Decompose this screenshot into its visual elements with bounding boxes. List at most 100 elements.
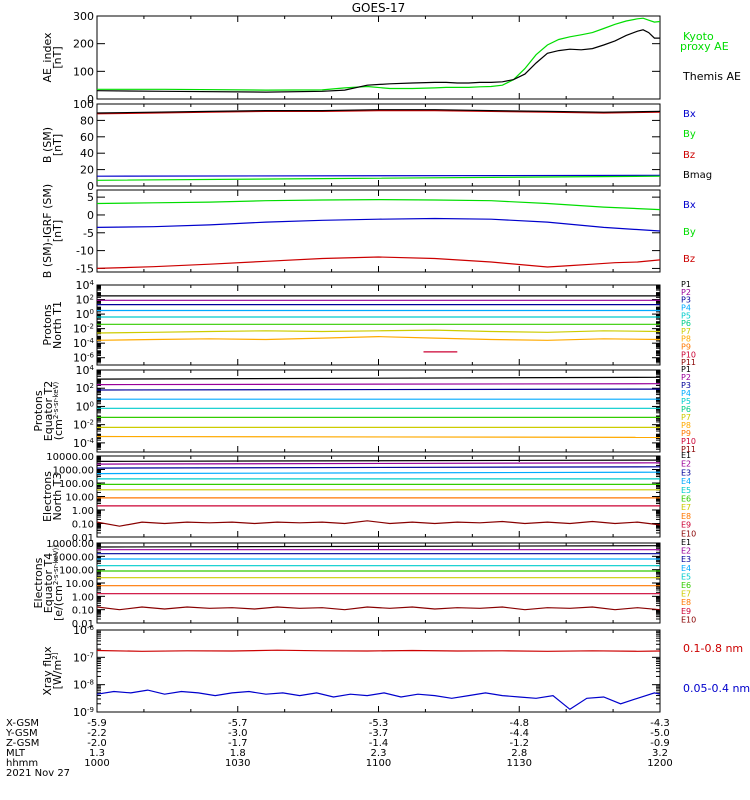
panel-frame [96, 284, 661, 366]
legend-entry: E2 [681, 460, 691, 469]
footer-value: -3.7 [369, 728, 389, 739]
series-bz [97, 256, 660, 269]
y-tick-label: -15 [76, 262, 94, 275]
series-p2 [97, 383, 660, 386]
y-axis-label: [W/m2] [51, 652, 64, 689]
legend-entry: proxy AE [680, 40, 729, 53]
y-tick-label: 104 [76, 364, 95, 377]
y-axis-label: Electrons [32, 557, 45, 608]
panel-en: 10000.00 1000.00 100.00 10.00 1.00 0.10 0.01 El… [41, 451, 696, 544]
y-axis-label: North T3 [51, 473, 64, 521]
series-p8 [97, 335, 660, 341]
y-tick-label: 0 [87, 209, 94, 222]
y-axis-label: B (SM)-IGRF (SM) [41, 184, 54, 278]
legend-entry: P8 [681, 421, 691, 430]
y-axis-label: Protons [41, 304, 54, 345]
y-tick-label: 100 [76, 308, 94, 321]
y-tick-label: 300 [73, 10, 94, 23]
legend-entry: P4 [681, 389, 691, 398]
panel-frame [96, 542, 661, 624]
y-tick-label: 100 [73, 65, 94, 78]
y-axis-label: AE_index [41, 32, 54, 83]
footer-value: -4.3 [650, 718, 670, 729]
panel-frame [96, 15, 661, 100]
series-e1 [97, 459, 660, 462]
legend-entry: E9 [681, 607, 691, 616]
y-tick-label: 104 [76, 279, 95, 292]
legend-entry: P7 [681, 327, 691, 336]
legend-entry: P2 [681, 373, 691, 382]
y-axis-label: Xray flux [41, 646, 54, 696]
legend-entry: P1 [681, 365, 691, 374]
legend-entry: E4 [681, 477, 691, 486]
series-kyoto-proxy-ae [97, 17, 660, 91]
legend-entry: P6 [681, 319, 691, 328]
legend: 0.1-0.8 nm 0.05-0.4 nm [683, 642, 750, 695]
series-e1 [97, 545, 660, 548]
series-bz [97, 109, 660, 115]
legend-entry: P8 [681, 335, 691, 344]
series-e10 [97, 520, 660, 527]
y-axis-label: [nT] [51, 134, 64, 156]
y-tick-label: 80 [80, 114, 94, 127]
legend-entry: E7 [681, 590, 691, 599]
y-axis-label: [e/(cm2-s-sr-keV)] [52, 545, 65, 621]
legend: Bx By Bz [683, 200, 696, 265]
y-axis-label: [nT] [51, 46, 64, 68]
series-e2 [97, 462, 660, 465]
y-tick-label: 10-2 [73, 323, 94, 336]
y-tick-label: 5 [87, 191, 94, 204]
footer-value: -1.7 [228, 738, 248, 749]
series-bx [97, 174, 660, 177]
legend-entry: P6 [681, 405, 691, 414]
series-p7 [97, 329, 660, 334]
legend-entry: Bz [683, 150, 695, 161]
footer-row-label: Z-GSM [6, 738, 39, 749]
series-themis-ae [97, 29, 660, 93]
legend-entry: Bx [683, 200, 696, 211]
footer-value: -5.9 [87, 718, 107, 729]
legend-entry: P10 [681, 437, 696, 446]
y-axis-label: Equator T2 [42, 381, 55, 441]
y-tick-label: 100.00 [59, 479, 94, 490]
footer-value: -2.2 [87, 728, 107, 739]
y-axis-label: (cm2-s-sr-keV) [52, 382, 65, 441]
legend-entry: E10 [681, 529, 696, 538]
y-tick-label: 1.00 [72, 506, 94, 517]
legend-entry: By [683, 129, 696, 140]
legend-entry: P9 [681, 429, 691, 438]
y-tick-label: 10-4 [73, 337, 95, 350]
footer-value: 2.8 [511, 748, 527, 759]
series-p3 [97, 388, 660, 391]
legend-entry: P9 [681, 343, 691, 352]
footer-value: -5.0 [650, 728, 670, 739]
footer-date: 2021 Nov 27 [6, 768, 70, 779]
legend-entry: E4 [681, 564, 691, 573]
panel-ee: 10000.00 1000.00 100.00 10.00 1.00 0.10 0.01 El… [32, 538, 696, 630]
legend-entry: E7 [681, 503, 691, 512]
y-tick-label: 100.00 [59, 566, 94, 577]
y-tick-label: 10000.00 [46, 452, 94, 463]
footer-value: -2.0 [87, 738, 107, 749]
y-tick-label: 10-9 [73, 706, 94, 719]
series-bx [97, 217, 660, 232]
y-tick-label: -10 [76, 245, 94, 258]
y-axis-label: [nT] [51, 220, 64, 242]
legend-entry: E10 [681, 615, 696, 624]
y-tick-label: 10-6 [73, 352, 95, 365]
plot-title: GOES-17 [352, 1, 406, 15]
legend-entry: E6 [681, 581, 691, 590]
footer-value: -1.4 [369, 738, 389, 749]
series-p1 [97, 376, 660, 380]
legend-entry: Themis AE [682, 70, 741, 83]
footer-value: 2.3 [371, 748, 387, 759]
y-tick-label: 60 [80, 131, 94, 144]
legend-entry: Bz [683, 254, 695, 265]
legend-entry: E5 [681, 486, 691, 495]
